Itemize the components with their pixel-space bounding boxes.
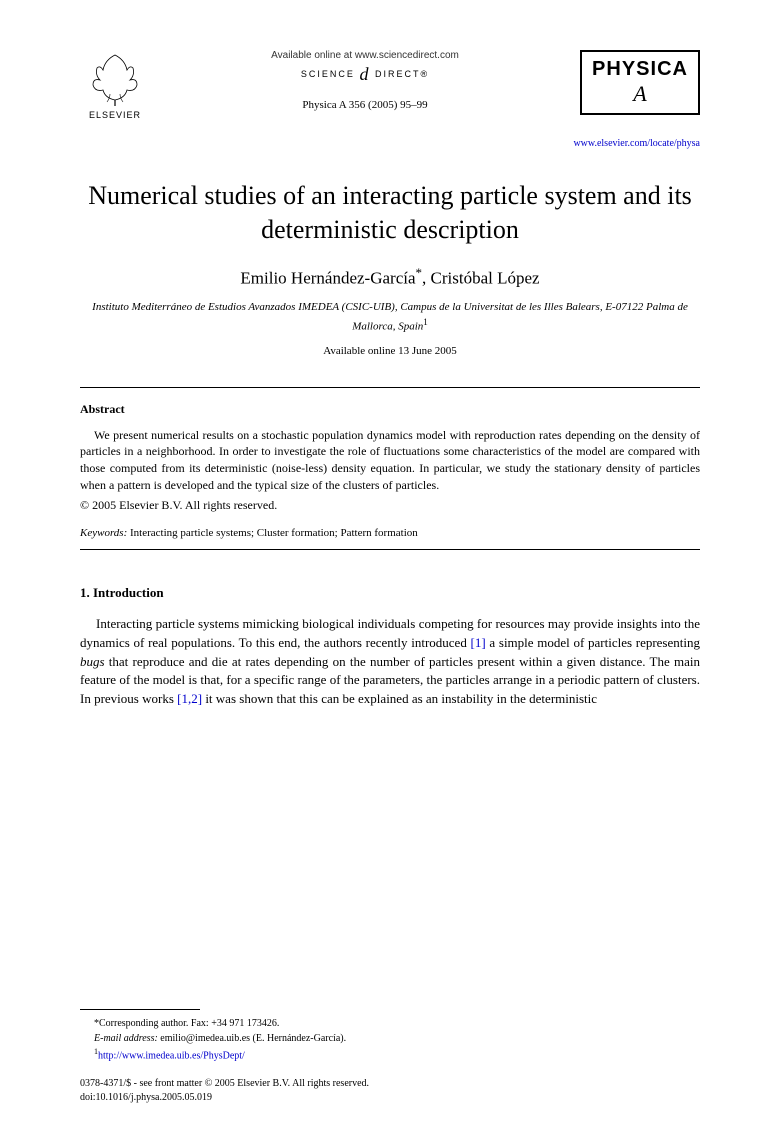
journal-logo-box: PHYSICA A <box>580 50 700 115</box>
affiliation: Instituto Mediterráneo de Estudios Avanz… <box>80 300 700 334</box>
footnote-rule <box>80 1009 200 1010</box>
abstract-text: We present numerical results on a stocha… <box>80 427 700 494</box>
fn-email-label: E-mail address: <box>94 1033 158 1044</box>
journal-url[interactable]: www.elsevier.com/locate/physa <box>80 138 700 149</box>
science-direct-logo: SCIENCE d DIRECT® <box>160 64 570 85</box>
footnotes: *Corresponding author. Fax: +34 971 1734… <box>80 1009 700 1063</box>
elsevier-tree-icon <box>85 50 145 108</box>
section-1-heading: 1. Introduction <box>80 585 700 601</box>
header-row: ELSEVIER Available online at www.science… <box>80 50 700 130</box>
available-date: Available online 13 June 2005 <box>80 345 700 357</box>
author-2: Cristóbal López <box>431 268 540 287</box>
physica-box-wrap: PHYSICA A <box>580 50 700 115</box>
doi-line: doi:10.1016/j.physa.2005.05.019 <box>80 1091 369 1105</box>
author-1: Emilio Hernández-García <box>240 268 415 287</box>
journal-reference: Physica A 356 (2005) 95–99 <box>160 99 570 111</box>
fn-url-link[interactable]: http://www.imedea.uib.es/PhysDept/ <box>98 1050 245 1061</box>
journal-name: PHYSICA <box>592 58 688 80</box>
sd-d-icon: d <box>359 64 370 84</box>
bugs-italic: bugs <box>80 654 105 669</box>
sd-text-1: SCIENCE <box>301 69 355 79</box>
p1-b: a simple model of particles representing <box>486 635 700 650</box>
divider-2 <box>80 549 700 550</box>
sd-text-2: DIRECT® <box>375 69 429 79</box>
footnote-corresp: *Corresponding author. Fax: +34 971 1734… <box>80 1016 700 1031</box>
keywords-text: Interacting particle systems; Cluster fo… <box>127 527 418 539</box>
available-online-text: Available online at www.sciencedirect.co… <box>160 50 570 61</box>
fn-email-text: emilio@imedea.uib.es (E. Hernández-Garcí… <box>158 1033 346 1044</box>
divider-1 <box>80 387 700 388</box>
journal-letter: A <box>633 81 646 106</box>
center-header: Available online at www.sciencedirect.co… <box>150 50 580 111</box>
keywords: Keywords: Interacting particle systems; … <box>80 527 700 539</box>
corresponding-mark: * <box>416 265 423 280</box>
bottom-info: 0378-4371/$ - see front matter © 2005 El… <box>80 1077 369 1105</box>
intro-paragraph: Interacting particle systems mimicking b… <box>80 615 700 709</box>
publisher-name: ELSEVIER <box>89 110 141 120</box>
abstract-heading: Abstract <box>80 402 700 417</box>
fn-corresp-text: Corresponding author. Fax: +34 971 17342… <box>99 1018 279 1029</box>
abstract-copyright: © 2005 Elsevier B.V. All rights reserved… <box>80 498 700 513</box>
p1-d: it was shown that this can be explained … <box>202 691 597 706</box>
ref-link-1[interactable]: [1] <box>471 635 486 650</box>
authors: Emilio Hernández-García*, Cristóbal Lópe… <box>80 265 700 289</box>
keywords-label: Keywords: <box>80 527 127 539</box>
ref-link-2[interactable]: [1,2] <box>177 691 202 706</box>
issn-line: 0378-4371/$ - see front matter © 2005 El… <box>80 1077 369 1091</box>
footnote-email: E-mail address: emilio@imedea.uib.es (E.… <box>80 1031 700 1046</box>
affiliation-sup: 1 <box>423 317 428 327</box>
affiliation-text: Instituto Mediterráneo de Estudios Avanz… <box>92 301 688 332</box>
elsevier-logo: ELSEVIER <box>80 50 150 130</box>
footnote-url: 1http://www.imedea.uib.es/PhysDept/ <box>80 1046 700 1063</box>
article-title: Numerical studies of an interacting part… <box>80 179 700 247</box>
